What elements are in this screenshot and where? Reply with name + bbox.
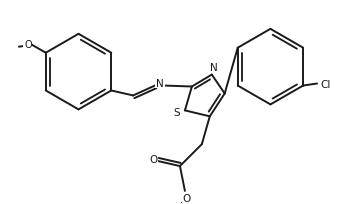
Text: N: N	[210, 62, 218, 72]
Text: Cl: Cl	[321, 79, 331, 89]
Text: S: S	[174, 108, 180, 118]
Text: O: O	[183, 193, 191, 203]
Text: O: O	[24, 40, 32, 50]
Text: O: O	[149, 154, 157, 164]
Text: N: N	[156, 78, 164, 88]
